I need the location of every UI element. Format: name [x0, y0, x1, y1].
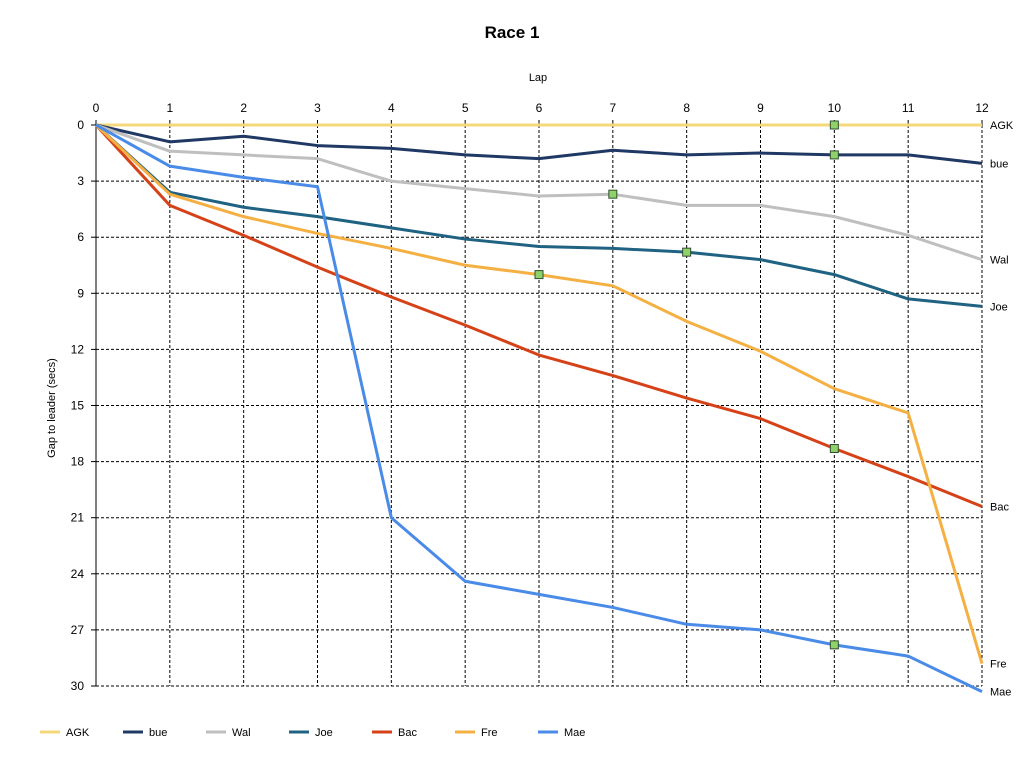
y-tick-label: 24 [71, 567, 85, 581]
y-tick-label: 9 [77, 286, 84, 300]
y-tick-label: 3 [77, 174, 84, 188]
x-tick-label: 1 [166, 101, 173, 115]
x-tick-label: 11 [902, 101, 915, 115]
legend-label-joe: Joe [315, 727, 333, 739]
y-tick-label: 6 [77, 230, 84, 244]
x-tick-label: 12 [975, 101, 989, 115]
y-tick-label: 12 [71, 342, 85, 356]
legend-label-fre: Fre [481, 727, 498, 739]
end-label-wal: Wal [990, 255, 1009, 267]
legend-label-agk: AGK [66, 727, 90, 739]
end-label-mae: Mae [990, 687, 1011, 699]
legend-label-bac: Bac [398, 727, 417, 739]
x-tick-label: 0 [93, 101, 100, 115]
x-tick-label: 6 [536, 101, 543, 115]
x-tick-label: 4 [388, 101, 395, 115]
data-marker-joe [682, 247, 692, 257]
end-label-bue: bue [990, 158, 1008, 170]
data-marker-bue [829, 150, 839, 160]
data-markers [534, 120, 839, 650]
y-tick-label: 18 [71, 455, 85, 469]
x-tick-label: 5 [462, 101, 469, 115]
legend-label-bue: bue [149, 727, 167, 739]
x-tick-label: 2 [240, 101, 247, 115]
y-axis-label: Gap to leader (secs) [46, 358, 58, 458]
legend-label-wal: Wal [232, 727, 251, 739]
y-tick-label: 27 [71, 623, 85, 637]
x-tick-label: 3 [314, 101, 321, 115]
end-label-agk: AGK [990, 120, 1014, 132]
y-tick-label: 30 [71, 679, 85, 693]
grid [96, 125, 983, 687]
series-line-wal [95, 123, 983, 262]
end-label-bac: Bac [990, 501, 1009, 513]
y-tick-label: 21 [71, 511, 85, 525]
y-tick-label: 0 [77, 118, 84, 132]
data-marker-mae [829, 640, 839, 650]
x-axis-label: Lap [529, 72, 547, 84]
x-tick-label: 10 [828, 101, 842, 115]
x-tick-label: 9 [757, 101, 764, 115]
legend-label-mae: Mae [564, 727, 585, 739]
y-tick-label: 15 [71, 399, 85, 413]
data-marker-bac [829, 444, 839, 454]
chart-title: Race 1 [485, 23, 540, 42]
data-marker-agk [829, 120, 839, 130]
legend: AGK bue Wal Joe Bac Fre Mae [40, 727, 585, 739]
data-marker-fre [534, 270, 544, 280]
end-label-joe: Joe [990, 301, 1008, 313]
x-tick-label: 7 [609, 101, 616, 115]
series-line-joe [94, 123, 983, 308]
end-labels: AGK bue Wal Joe Bac Fre Mae [990, 120, 1014, 699]
data-marker-wal [608, 189, 618, 199]
x-tick-label: 8 [683, 101, 690, 115]
end-label-fre: Fre [990, 659, 1007, 671]
